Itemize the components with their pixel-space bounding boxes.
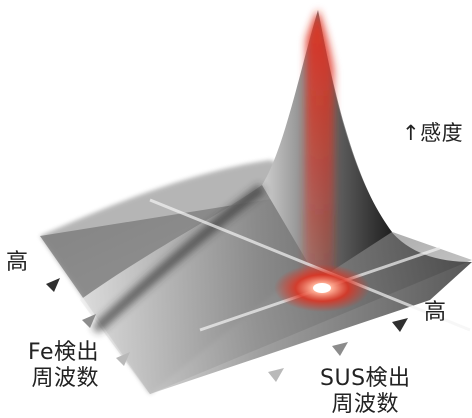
sus-axis-label: SUS検出 周波数 xyxy=(320,366,411,418)
sus-axis-label-line2: 周波数 xyxy=(331,392,400,417)
fe-axis-arrow-1 xyxy=(46,278,60,292)
sensitivity-label: ↑感度 xyxy=(402,121,464,145)
sus-axis-arrow-1 xyxy=(392,318,408,332)
sus-axis-arrow-2 xyxy=(332,342,348,356)
surface-valley-line xyxy=(91,184,266,334)
fe-axis-label-line1: Fe検出 xyxy=(28,340,99,365)
peak-red-column xyxy=(304,10,334,286)
peak-center xyxy=(313,283,331,293)
fe-axis-arrow-2 xyxy=(82,314,96,328)
sus-axis-arrow-3 xyxy=(268,368,284,382)
fe-axis-arrow-3 xyxy=(116,352,130,366)
fe-axis-label: Fe検出 周波数 xyxy=(28,340,99,392)
fe-axis-high-label: 高 xyxy=(6,250,29,275)
sus-axis-high-label: 高 xyxy=(424,300,447,325)
sus-axis-label-line1: SUS検出 xyxy=(320,366,411,391)
fe-axis-label-line2: 周波数 xyxy=(31,366,99,391)
